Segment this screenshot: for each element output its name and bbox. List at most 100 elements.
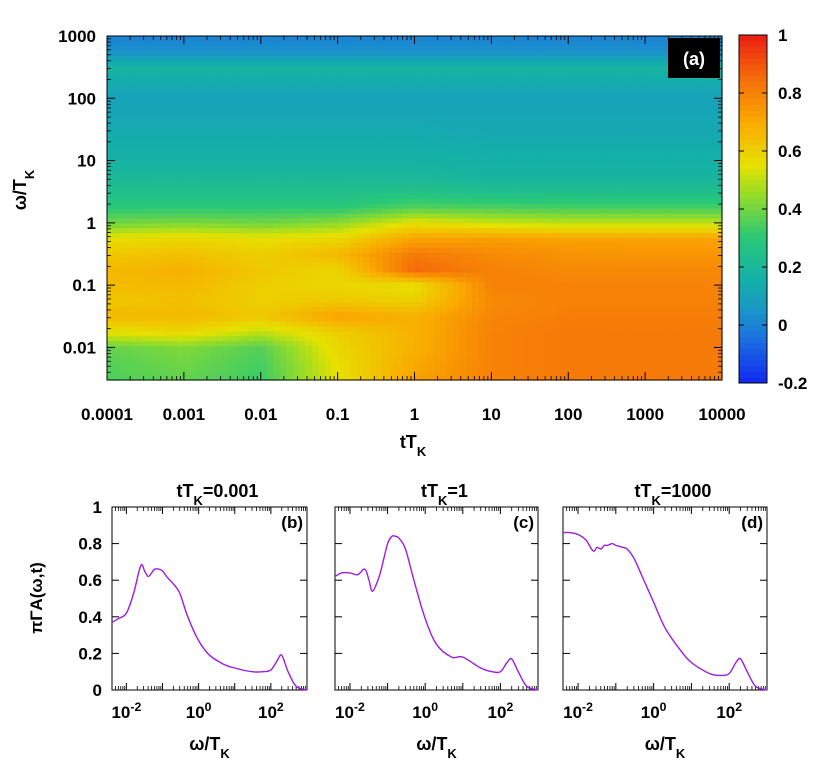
heatmap-cell [164,227,172,234]
heatmap-cell [171,60,179,67]
heatmap-cell [273,60,281,67]
heatmap-cell [517,50,525,57]
heatmap-cell [523,271,531,278]
heatmap-cell [395,232,403,239]
heatmap-cell [529,70,537,76]
heatmap-cell [549,355,557,361]
heatmap-cell [472,139,480,145]
heatmap-cell [427,345,435,352]
heatmap-cell [279,119,287,126]
heatmap-cell [440,266,448,273]
heatmap-cell [139,129,147,135]
heatmap-cell [555,149,563,155]
heatmap-cell [305,124,313,130]
heatmap-cell [517,306,525,312]
heatmap-cell [536,321,544,327]
heatmap-cell [356,188,364,194]
heatmap-cell [299,85,307,91]
heatmap-cell [561,360,569,366]
heatmap-cell [427,281,435,288]
heatmap-cell [523,139,531,145]
heatmap-cell [119,114,127,121]
heatmap-cell [414,163,422,170]
heatmap-cell [209,109,217,116]
heatmap-cell [209,242,217,248]
heatmap-cell [203,55,211,62]
heatmap-cell [145,183,153,189]
heatmap-cell [504,183,512,189]
heatmap-cell [472,247,480,253]
heatmap-cell [260,85,268,91]
heatmap-cell [267,60,275,67]
heatmap-cell [241,286,249,293]
heatmap-cell [388,203,396,209]
heatmap-cell [215,193,223,199]
heatmap-cell [446,203,454,209]
heatmap-cell [235,40,243,47]
heatmap-cell [286,340,294,347]
heatmap-cell [420,340,428,347]
heatmap-cell [536,242,544,248]
heatmap-cell [235,365,243,371]
heatmap-cell [145,90,153,96]
heatmap-cell [203,203,211,209]
heatmap-cell [190,104,198,111]
heatmap-cell [401,212,409,219]
heatmap-cell [222,311,230,317]
heatmap-cell [305,85,313,91]
heatmap-cell [561,306,569,312]
heatmap-cell [235,109,243,116]
heatmap-cell [356,99,364,106]
heatmap-cell [164,217,172,224]
heatmap-cell [549,45,557,52]
heatmap-cell [356,271,364,278]
heatmap-cell [151,36,159,42]
heatmap-cell [369,222,377,229]
heatmap-cell [279,114,287,121]
heatmap-cell [183,119,191,126]
heatmap-cell [536,94,544,101]
heatmap-cell [452,296,460,302]
heatmap-cell [401,109,409,116]
heatmap-cell [350,227,358,234]
heatmap-cell [517,340,525,347]
heatmap-cell [113,94,121,101]
heatmap-cell [279,134,287,140]
heatmap-cell [119,325,127,332]
heatmap-cell [247,183,255,189]
heatmap-cell [555,340,563,347]
heatmap-cell [177,321,185,327]
heatmap-cell [292,158,300,165]
heatmap-cell [344,325,352,332]
heatmap-cell [504,286,512,293]
heatmap-cell [491,252,499,258]
heatmap-cell [215,208,223,214]
heatmap-cell [279,237,287,243]
heatmap-cell [126,183,134,189]
heatmap-cell [350,149,358,155]
heatmap-cell [203,321,211,327]
heatmap-cell [433,153,441,160]
heatmap-cell [510,291,518,298]
heatmap-cell [145,286,153,293]
heatmap-cell [536,286,544,293]
heatmap-cell [209,188,217,194]
heatmap-cell [427,286,435,293]
heatmap-cell [171,134,179,140]
heatmap-cell [113,173,121,180]
heatmap-cell [517,335,525,342]
heatmap-cell [247,60,255,67]
heatmap-cell [472,80,480,86]
heatmap-cell [273,183,281,189]
heatmap-cell [433,330,441,337]
heatmap-cell [523,301,531,307]
heatmap-cell [312,321,320,327]
heatmap-cell [549,212,557,219]
heatmap-cell [549,286,557,293]
heatmap-cell [529,365,537,371]
heatmap-cell [542,114,550,121]
heatmap-cell [171,252,179,258]
heatmap-cell [151,212,159,219]
heatmap-cell [478,149,486,155]
heatmap-cell [369,291,377,298]
